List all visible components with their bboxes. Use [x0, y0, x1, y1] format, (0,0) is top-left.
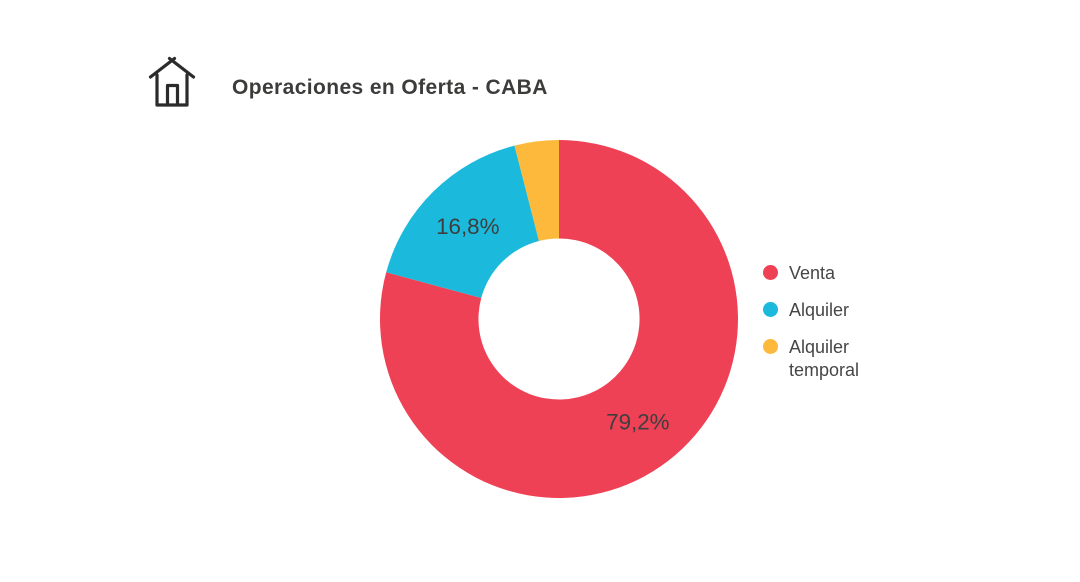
legend-dot-alquiler [763, 302, 778, 317]
legend-item-alquiler: Alquiler [763, 299, 895, 322]
house-icon [147, 54, 197, 110]
chart-title: Operaciones en Oferta - CABA [232, 76, 548, 99]
donut-segment-label: 79,2% [606, 410, 670, 435]
donut-segment-alquiler-temporal [514, 140, 559, 241]
legend-label: Venta [789, 263, 836, 283]
donut-chart-container: 79,2% 16,8% [380, 140, 738, 498]
legend-label: Alquiler temporal [789, 337, 860, 380]
donut-segment-alquiler [386, 145, 539, 298]
legend-dot-venta [763, 265, 778, 280]
chart-legend: Venta Alquiler Alquiler temporal [763, 262, 895, 382]
donut-segment-label: 16,8% [436, 214, 500, 239]
legend-item-alquiler-temporal: Alquiler temporal [763, 336, 895, 382]
donut-segment-venta [380, 140, 738, 498]
legend-item-venta: Venta [763, 262, 895, 285]
donut-chart: 79,2% 16,8% [380, 140, 738, 498]
legend-dot-alquiler-temporal [763, 339, 778, 354]
legend-label: Alquiler [789, 300, 850, 320]
